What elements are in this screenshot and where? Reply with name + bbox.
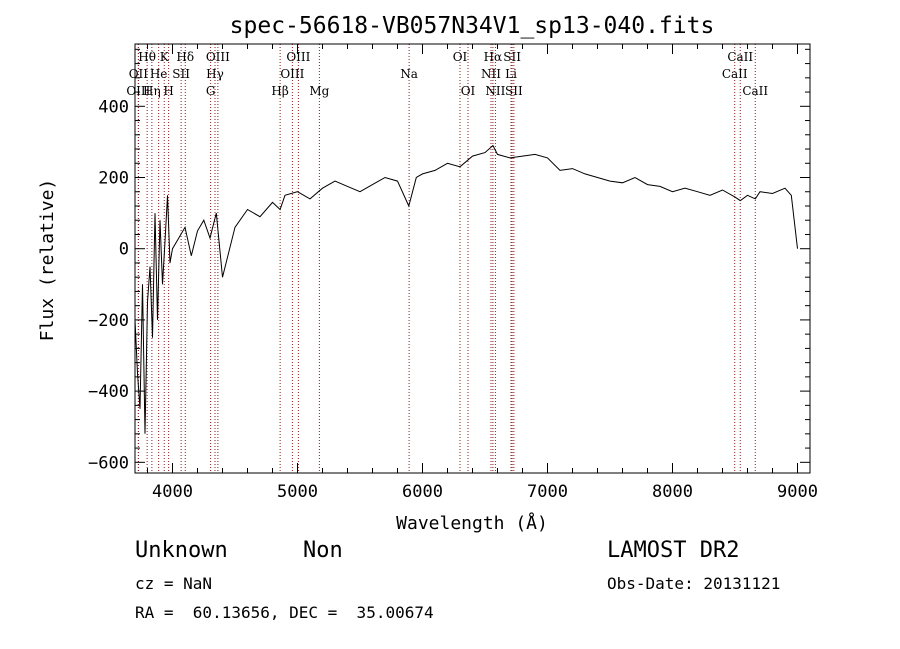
y-axis-label: Flux (relative) (37, 179, 58, 342)
y-tick-label: 400 (98, 97, 129, 117)
y-axis: −600 −400 −200 0 200 400 (88, 48, 810, 473)
redshift-label: cz = NaN (135, 574, 213, 593)
line-label: Hγ (206, 67, 224, 81)
survey-label: LAMOST DR2 (607, 538, 740, 563)
line-label: OIII (126, 84, 150, 98)
line-label: Hθ (138, 50, 156, 64)
line-label: OIII (286, 50, 310, 64)
y-tick-label: −200 (88, 311, 129, 331)
line-label: OIII (280, 67, 304, 81)
x-axis: 4000 5000 6000 7000 8000 9000 (147, 44, 818, 502)
x-tick-label: 8000 (652, 482, 693, 502)
line-label: CaII (742, 84, 768, 98)
line-label: SII (503, 50, 521, 64)
obs-date-label: Obs-Date: 20131121 (607, 574, 781, 593)
x-tick-label: 5000 (277, 482, 318, 502)
line-label: OIII (206, 50, 230, 64)
line-label: SII (172, 67, 190, 81)
x-tick-label: 6000 (402, 482, 443, 502)
chart-title: spec-56618-VB057N34V1_sp13-040.fits (230, 13, 715, 39)
line-label: Hη (143, 84, 161, 98)
coordinates-label: RA = 60.13656, DEC = 35.00674 (135, 603, 434, 622)
line-label: CaII (722, 67, 748, 81)
line-label: NII (485, 84, 505, 98)
line-label: Li (505, 67, 517, 81)
line-label: He (150, 67, 168, 81)
spectrum-line (134, 144, 798, 434)
y-tick-label: −600 (88, 453, 129, 473)
emission-line-markers (137, 44, 756, 473)
line-label: Na (400, 67, 418, 81)
subclass-label: Non (303, 538, 343, 563)
line-label: OII (129, 67, 149, 81)
y-tick-label: 0 (119, 240, 129, 260)
x-axis-label: Wavelength (Å) (396, 512, 548, 534)
y-tick-label: −400 (88, 382, 129, 402)
line-label: Mg (309, 84, 329, 98)
line-label: OI (453, 50, 468, 64)
line-label: CaII (727, 50, 753, 64)
line-label: OI (461, 84, 476, 98)
line-label: NII (481, 67, 501, 81)
line-label: SII (505, 84, 523, 98)
x-tick-label: 4000 (152, 482, 193, 502)
x-tick-label: 7000 (527, 482, 568, 502)
x-tick-label: 9000 (777, 482, 818, 502)
line-label: K (160, 50, 170, 64)
line-label: Hβ (271, 84, 288, 98)
line-label: H (163, 84, 173, 98)
line-label: G (206, 84, 216, 98)
line-label: Hα (484, 50, 503, 64)
plot-frame (134, 43, 811, 474)
y-tick-label: 200 (98, 169, 129, 189)
classification-label: Unknown (135, 538, 228, 563)
line-label: Hδ (176, 50, 194, 64)
